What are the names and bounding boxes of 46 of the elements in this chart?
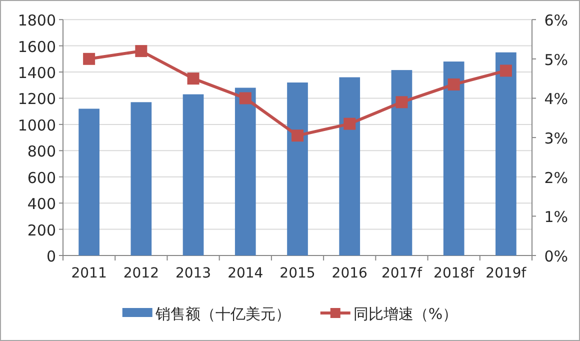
y2-tick-label: 4% xyxy=(544,90,568,108)
legend-label: 销售额（十亿美元） xyxy=(154,305,290,323)
bar xyxy=(443,62,464,256)
point xyxy=(292,130,304,142)
bar xyxy=(130,102,152,256)
x-tick-label: 2017f xyxy=(381,266,424,282)
x-tick-label: 2012 xyxy=(123,266,159,282)
x-tick-label: 2014 xyxy=(228,266,264,282)
y-tick-label: 1000 xyxy=(18,116,56,134)
bar xyxy=(78,108,100,256)
y-tick-label: 1800 xyxy=(18,12,56,30)
point xyxy=(500,64,512,77)
x-tick-label: 2013 xyxy=(175,266,212,282)
x-tick-label: 2011 xyxy=(71,266,107,282)
y2-tick-label: 2% xyxy=(544,168,568,187)
point xyxy=(239,92,252,104)
x-tick-label: 2018f xyxy=(434,266,476,282)
point xyxy=(448,78,460,90)
y-tick-label: 0 xyxy=(46,248,56,266)
y2-tick-label: 6% xyxy=(544,12,568,30)
y2-tick-label: 3% xyxy=(544,130,568,148)
y2-tick-label: 5% xyxy=(544,50,568,69)
bar xyxy=(391,70,412,256)
point xyxy=(135,45,148,58)
point xyxy=(187,72,200,85)
y-tick-label: 1400 xyxy=(18,64,56,82)
point xyxy=(344,118,356,130)
y-tick-label: 200 xyxy=(27,221,56,240)
point xyxy=(83,52,96,65)
bar xyxy=(234,88,256,256)
y-tick-label: 800 xyxy=(27,142,56,161)
y-tick-label: 1600 xyxy=(18,38,56,56)
legend-label: 同比增速（%） xyxy=(353,305,458,323)
y-tick-label: 1200 xyxy=(18,90,56,108)
y2-tick-label: 0% xyxy=(544,248,568,266)
y-tick-label: 400 xyxy=(27,195,56,214)
x-tick-label: 2016 xyxy=(332,266,368,282)
x-tick-label: 2015 xyxy=(280,266,316,282)
bar xyxy=(287,82,308,256)
bar xyxy=(182,94,204,256)
bar xyxy=(496,52,516,256)
bar xyxy=(339,77,360,256)
point xyxy=(396,96,408,108)
y-tick-label: 600 xyxy=(27,168,56,187)
x-tick-label: 2019f xyxy=(486,266,528,282)
y2-tick-label: 1% xyxy=(544,208,568,226)
